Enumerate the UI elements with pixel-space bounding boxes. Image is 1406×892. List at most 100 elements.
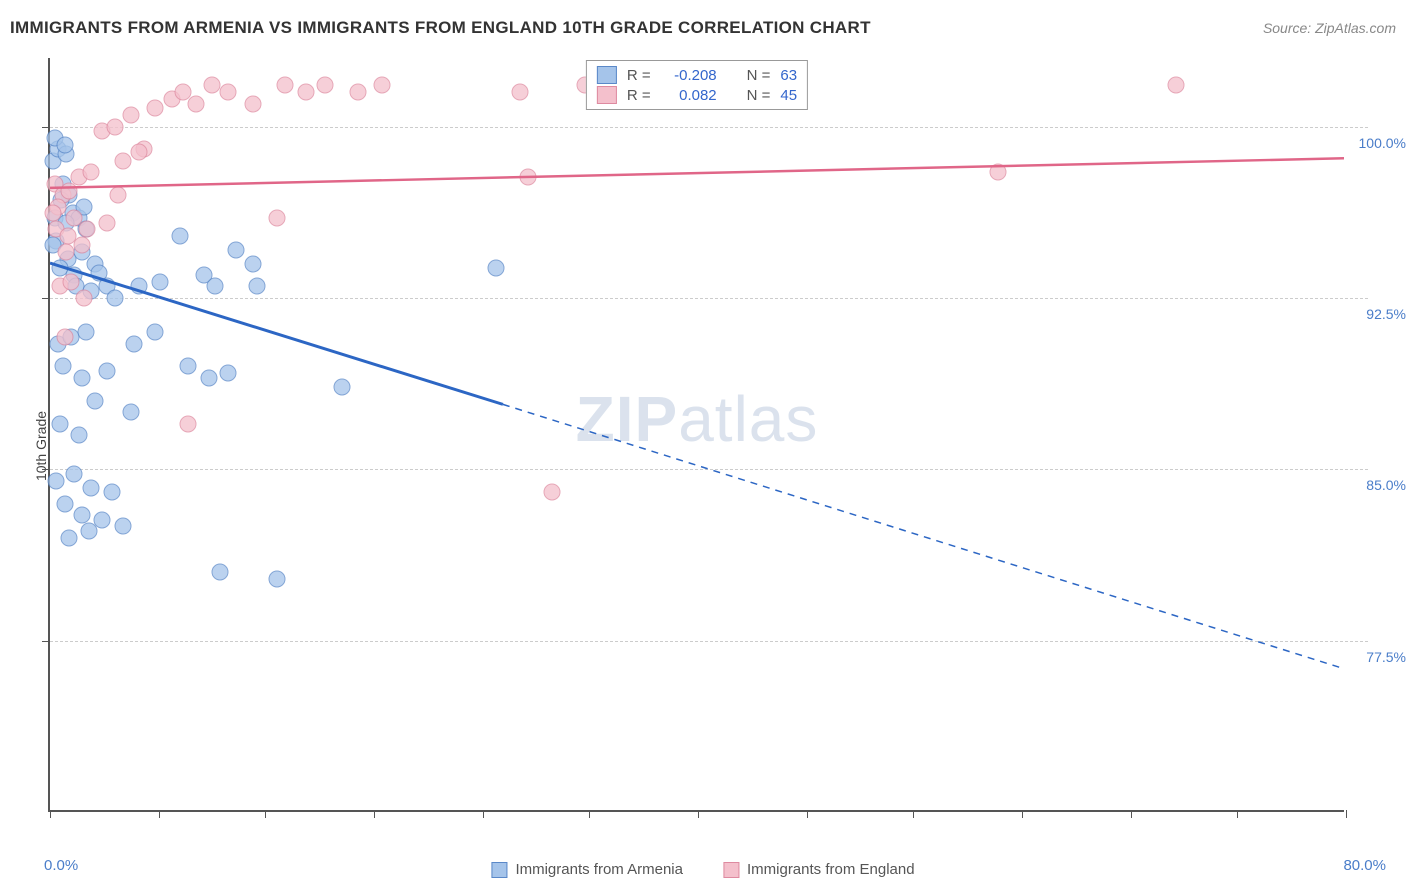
y-tick-label: 77.5%	[1366, 649, 1406, 665]
gridline-horizontal	[50, 641, 1368, 642]
y-tick-mark	[42, 127, 50, 128]
data-point	[63, 273, 80, 290]
data-point	[487, 260, 504, 277]
gridline-horizontal	[50, 469, 1368, 470]
data-point	[249, 278, 266, 295]
data-point	[374, 77, 391, 94]
gridline-horizontal	[50, 127, 1368, 128]
data-point	[131, 143, 148, 160]
data-point	[207, 278, 224, 295]
data-point	[77, 324, 94, 341]
data-point	[519, 168, 536, 185]
data-point	[54, 358, 71, 375]
data-point	[131, 278, 148, 295]
data-point	[989, 164, 1006, 181]
x-tick-mark	[913, 810, 914, 818]
data-point	[74, 506, 91, 523]
data-point	[349, 84, 366, 101]
legend-swatch	[491, 862, 507, 878]
x-tick-mark	[50, 810, 51, 818]
x-axis-max-label: 80.0%	[1343, 857, 1386, 874]
data-point	[544, 484, 561, 501]
data-point	[114, 518, 131, 535]
y-axis-label: 10th Grade	[33, 411, 49, 481]
data-point	[71, 427, 88, 444]
data-point	[74, 237, 91, 254]
data-point	[276, 77, 293, 94]
data-point	[87, 392, 104, 409]
data-point	[204, 77, 221, 94]
data-point	[297, 84, 314, 101]
x-tick-mark	[374, 810, 375, 818]
data-point	[74, 369, 91, 386]
watermark: ZIPatlas	[576, 382, 819, 456]
header: IMMIGRANTS FROM ARMENIA VS IMMIGRANTS FR…	[10, 18, 1396, 38]
data-point	[80, 522, 97, 539]
trend-line-dashed	[503, 404, 1344, 668]
data-point	[106, 118, 123, 135]
x-tick-mark	[159, 810, 160, 818]
data-point	[59, 228, 76, 245]
data-point	[110, 187, 127, 204]
correlation-legend-row: R = -0.208 N = 63	[597, 65, 797, 85]
source-attribution: Source: ZipAtlas.com	[1263, 20, 1396, 36]
legend-label: Immigrants from England	[747, 861, 915, 878]
legend-swatch	[597, 86, 617, 104]
data-point	[56, 136, 73, 153]
y-tick-mark	[42, 298, 50, 299]
x-tick-mark	[1131, 810, 1132, 818]
data-point	[123, 107, 140, 124]
data-point	[152, 273, 169, 290]
legend-label: Immigrants from Armenia	[515, 861, 683, 878]
y-tick-mark	[42, 469, 50, 470]
data-point	[179, 415, 196, 432]
data-point	[1167, 77, 1184, 94]
x-tick-mark	[265, 810, 266, 818]
data-point	[82, 479, 99, 496]
n-value: 63	[780, 67, 797, 84]
data-point	[220, 84, 237, 101]
data-point	[56, 495, 73, 512]
n-label: N =	[747, 87, 771, 104]
trend-lines-svg	[50, 58, 1344, 810]
data-point	[147, 324, 164, 341]
y-tick-label: 100.0%	[1359, 135, 1406, 151]
data-point	[61, 529, 78, 546]
legend-swatch	[723, 862, 739, 878]
data-point	[66, 465, 83, 482]
data-point	[106, 289, 123, 306]
watermark-suffix: atlas	[678, 383, 818, 455]
legend-swatch	[597, 66, 617, 84]
data-point	[317, 77, 334, 94]
data-point	[147, 100, 164, 117]
chart-container: IMMIGRANTS FROM ARMENIA VS IMMIGRANTS FR…	[0, 0, 1406, 892]
data-point	[58, 244, 75, 261]
legend-item: Immigrants from Armenia	[491, 861, 683, 878]
r-value: -0.208	[661, 67, 717, 84]
data-point	[220, 365, 237, 382]
plot-area: ZIPatlas R =-0.208N =63R = 0.082N =45 77…	[48, 58, 1344, 812]
data-point	[114, 152, 131, 169]
legend-item: Immigrants from England	[723, 861, 915, 878]
data-point	[171, 228, 188, 245]
data-point	[82, 164, 99, 181]
y-tick-mark	[42, 641, 50, 642]
data-point	[76, 289, 93, 306]
data-point	[244, 95, 261, 112]
trend-line-solid	[50, 263, 503, 404]
x-tick-mark	[698, 810, 699, 818]
data-point	[98, 363, 115, 380]
data-point	[244, 255, 261, 272]
data-point	[51, 415, 68, 432]
n-label: N =	[747, 67, 771, 84]
x-tick-mark	[807, 810, 808, 818]
watermark-prefix: ZIP	[576, 383, 679, 455]
data-point	[268, 209, 285, 226]
data-point	[187, 95, 204, 112]
r-label: R =	[627, 67, 651, 84]
correlation-legend-row: R = 0.082N =45	[597, 85, 797, 105]
data-point	[212, 564, 229, 581]
data-point	[56, 328, 73, 345]
data-point	[228, 241, 245, 258]
data-point	[126, 335, 143, 352]
